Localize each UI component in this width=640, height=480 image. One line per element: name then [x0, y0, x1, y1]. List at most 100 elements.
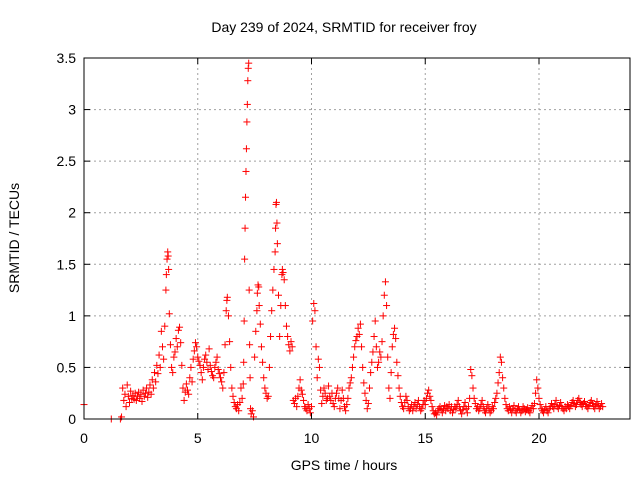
data-point	[187, 363, 195, 371]
data-point	[392, 335, 400, 343]
data-point	[246, 341, 254, 349]
data-point	[468, 372, 476, 380]
data-point	[120, 396, 128, 404]
data-point	[497, 358, 505, 366]
data-point	[240, 317, 248, 325]
data-point	[300, 396, 308, 404]
data-point	[383, 302, 391, 310]
data-point	[342, 407, 350, 415]
data-point	[141, 389, 149, 397]
data-point	[495, 369, 503, 377]
data-point	[179, 384, 187, 392]
data-point	[138, 397, 146, 405]
data-point	[338, 386, 346, 394]
data-point	[499, 374, 507, 382]
data-point	[272, 224, 280, 232]
data-point	[459, 406, 467, 414]
data-point	[160, 355, 168, 363]
data-point	[496, 353, 504, 361]
data-point	[492, 394, 500, 402]
data-point	[297, 386, 305, 394]
data-point	[228, 384, 236, 392]
data-point	[219, 384, 227, 392]
data-point	[213, 353, 221, 361]
data-point	[236, 398, 244, 406]
data-point	[387, 369, 395, 377]
data-point	[261, 384, 269, 392]
data-point	[463, 409, 471, 417]
data-point	[388, 343, 396, 351]
data-point	[161, 322, 169, 330]
data-point	[368, 358, 376, 366]
data-point	[535, 394, 543, 402]
data-point	[334, 384, 342, 392]
data-point	[195, 357, 203, 365]
data-point	[269, 286, 277, 294]
data-point	[467, 365, 475, 373]
data-point	[298, 390, 306, 398]
data-point	[427, 396, 435, 404]
data-point	[352, 337, 360, 345]
data-point	[395, 384, 403, 392]
data-point	[360, 379, 368, 387]
data-point	[238, 394, 246, 402]
data-point	[524, 404, 532, 412]
data-point	[259, 358, 267, 366]
data-point	[478, 396, 486, 404]
data-point	[313, 374, 321, 382]
data-point	[240, 358, 248, 366]
data-point	[173, 343, 181, 351]
data-point	[288, 343, 296, 351]
data-point	[156, 363, 164, 371]
data-point	[500, 384, 508, 392]
data-point	[155, 351, 163, 359]
data-point	[373, 363, 381, 371]
data-point	[260, 374, 268, 382]
data-point	[359, 363, 367, 371]
data-point	[253, 289, 261, 297]
data-point	[144, 393, 152, 401]
data-point	[325, 382, 333, 390]
data-point	[454, 396, 462, 404]
data-point	[532, 389, 540, 397]
y-tick-label: 1	[68, 308, 76, 324]
data-point	[146, 381, 154, 389]
data-points	[80, 59, 607, 423]
data-point	[575, 394, 583, 402]
data-point	[239, 380, 247, 388]
data-point	[182, 380, 190, 388]
data-point	[281, 302, 289, 310]
y-tick-label: 3	[68, 102, 76, 118]
data-point	[273, 240, 281, 248]
data-point	[257, 343, 265, 351]
data-point	[190, 347, 198, 355]
data-point	[581, 397, 588, 405]
data-point	[223, 293, 231, 301]
data-point	[593, 397, 601, 405]
x-tick-label: 0	[80, 430, 88, 446]
data-point	[375, 358, 383, 366]
data-point	[165, 310, 173, 318]
data-point	[391, 324, 399, 332]
data-point	[286, 347, 294, 355]
data-point	[294, 392, 302, 400]
data-point	[381, 278, 389, 286]
data-point	[394, 372, 402, 380]
data-point	[151, 369, 159, 377]
data-point	[469, 384, 477, 392]
data-point	[333, 389, 341, 397]
data-point	[598, 400, 606, 408]
data-point	[241, 224, 249, 232]
chart-title: Day 239 of 2024, SRMTID for receiver fro…	[211, 19, 476, 35]
data-point	[186, 374, 194, 382]
data-point	[226, 338, 234, 346]
data-point	[400, 405, 408, 413]
data-point	[293, 403, 301, 411]
y-tick-label: 2.5	[57, 153, 77, 169]
data-point	[149, 384, 157, 392]
data-point	[329, 400, 337, 408]
data-point	[162, 286, 170, 294]
data-point	[309, 317, 317, 325]
